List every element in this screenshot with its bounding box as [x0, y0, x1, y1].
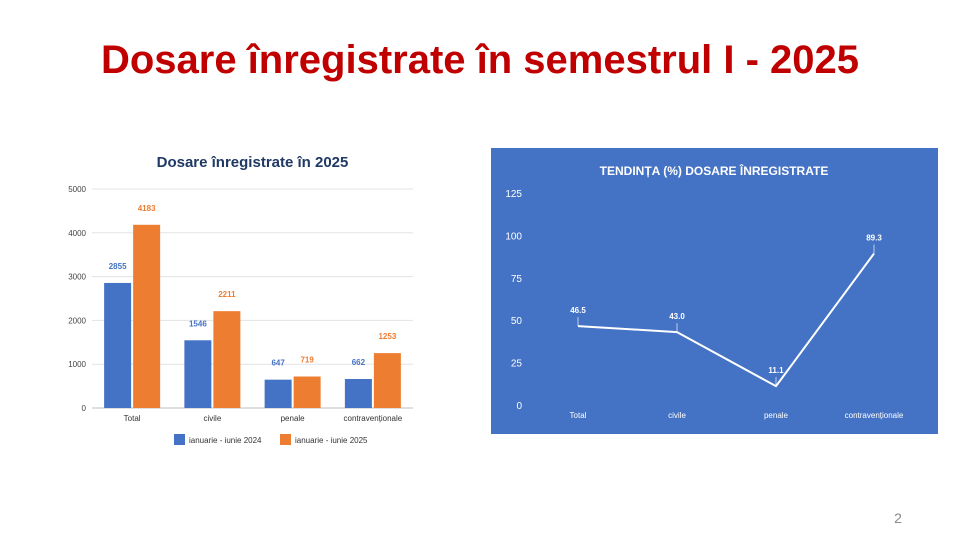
- bar-category-label: contravenționale: [344, 414, 403, 423]
- page-number: 2: [894, 510, 902, 526]
- trend-category-label: penale: [764, 411, 789, 420]
- trend-y-tick-label: 50: [511, 316, 523, 327]
- bar-y-tick-label: 5000: [68, 185, 86, 194]
- bar-2025: [133, 224, 161, 408]
- trend-y-tick-label: 75: [511, 274, 523, 285]
- bar-data-label: 4183: [138, 204, 156, 213]
- trend-chart-background: [491, 148, 938, 434]
- bar-chart-title: Dosare înregistrate în 2025: [157, 154, 349, 171]
- trend-category-label: contravenționale: [845, 411, 904, 420]
- trend-data-label: 46.5: [570, 306, 586, 315]
- bar-data-label: 647: [271, 359, 285, 368]
- trend-category-label: Total: [570, 411, 587, 420]
- legend-label-2024: ianuarie - iunie 2024: [189, 436, 262, 445]
- legend-swatch-2025: [280, 434, 291, 445]
- bar-2024: [264, 379, 292, 408]
- bar-category-label: civile: [203, 414, 221, 423]
- bar-data-label: 1253: [378, 332, 396, 341]
- bar-data-label: 719: [300, 356, 314, 365]
- bar-data-label: 2855: [109, 262, 127, 271]
- bar-data-label: 662: [352, 358, 366, 367]
- bar-category-label: penale: [281, 414, 306, 423]
- trend-data-label: 11.1: [768, 366, 784, 375]
- bar-data-label: 2211: [218, 290, 236, 299]
- trend-data-label: 89.3: [866, 234, 882, 243]
- trend-y-tick-label: 25: [511, 359, 523, 370]
- bar-y-tick-label: 3000: [68, 273, 86, 282]
- bar-2025: [293, 376, 321, 408]
- bar-2024: [184, 340, 212, 408]
- trend-y-tick-label: 125: [505, 189, 522, 200]
- trend-category-label: civile: [668, 411, 686, 420]
- trend-y-tick-label: 100: [505, 231, 522, 242]
- trend-y-tick-label: 0: [516, 401, 522, 412]
- trend-line: [577, 252, 875, 388]
- bar-2025: [373, 353, 401, 408]
- bar-y-tick-label: 2000: [68, 316, 86, 325]
- slide-title: Dosare înregistrate în semestrul I - 202…: [100, 38, 860, 82]
- bar-y-tick-label: 0: [82, 404, 87, 413]
- trend-data-label: 43.0: [669, 312, 685, 321]
- bar-category-label: Total: [124, 414, 141, 423]
- legend-label-2025: ianuarie - iunie 2025: [295, 436, 368, 445]
- bar-y-tick-label: 1000: [68, 360, 86, 369]
- bar-2024: [104, 282, 132, 408]
- legend-swatch-2024: [174, 434, 185, 445]
- bar-data-label: 1546: [189, 319, 207, 328]
- bar-2025: [213, 311, 241, 408]
- bar-2024: [344, 379, 372, 408]
- trend-chart-title: TENDINȚA (%) DOSARE ÎNREGISTRATE: [600, 163, 829, 178]
- registered-cases-bar-chart: Dosare înregistrate în 2025 0 1000 2000 3000…: [68, 154, 413, 445]
- bar-y-tick-label: 4000: [68, 229, 86, 238]
- trend-line-chart: TENDINȚA (%) DOSARE ÎNREGISTRATE 0 25 50 75 1…: [491, 148, 938, 434]
